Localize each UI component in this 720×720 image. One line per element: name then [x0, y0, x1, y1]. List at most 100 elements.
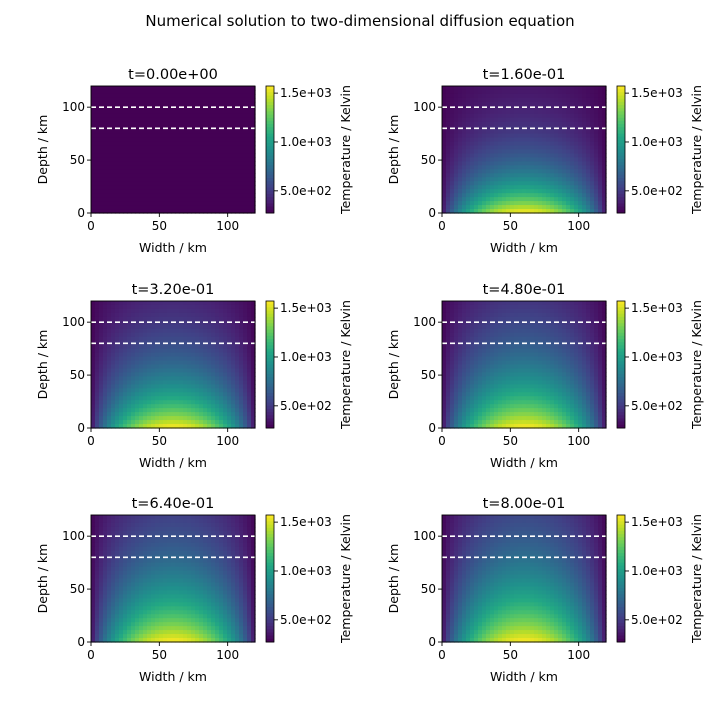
heatmap-cell	[602, 165, 607, 170]
heatmap-cell	[462, 304, 467, 310]
heatmap-cell	[502, 101, 507, 107]
heatmap-cell	[143, 169, 148, 174]
heatmap-cell	[598, 97, 603, 103]
heatmap-cell	[502, 348, 507, 354]
heatmap-cell	[155, 189, 160, 194]
heatmap-cell	[115, 113, 120, 119]
heatmap-cell	[494, 101, 499, 107]
heatmap-cell	[506, 301, 511, 306]
heatmap-cell	[454, 201, 459, 206]
heatmap-cell	[542, 344, 547, 350]
heatmap-cell	[458, 201, 463, 206]
heatmap-cell	[227, 193, 232, 198]
heatmap-cell	[462, 324, 467, 330]
heatmap-cell	[175, 396, 180, 401]
heatmap-cell	[458, 308, 463, 314]
heatmap-cell	[470, 344, 475, 350]
heatmap-cell	[562, 137, 567, 143]
heatmap-cell	[139, 336, 144, 342]
heatmap-cell	[175, 197, 180, 202]
heatmap-cell	[171, 404, 176, 409]
heatmap-cell	[538, 129, 543, 135]
heatmap-cell	[522, 89, 527, 95]
heatmap-cell	[251, 137, 256, 143]
heatmap-cell	[442, 185, 447, 190]
heatmap-cell	[530, 404, 535, 409]
heatmap-cell	[203, 86, 208, 91]
heatmap-cell	[167, 412, 172, 417]
heatmap-cell	[119, 137, 124, 143]
heatmap-cell	[199, 336, 204, 342]
heatmap-cell	[103, 101, 108, 107]
heatmap-cell	[554, 181, 559, 186]
heatmap-cell	[470, 173, 475, 178]
heatmap-cell	[482, 89, 487, 95]
heatmap-cell	[227, 109, 232, 115]
heatmap-cell	[123, 86, 128, 91]
heatmap-cell	[235, 372, 240, 378]
heatmap-cell	[147, 320, 152, 326]
heatmap-cell	[227, 86, 232, 91]
heatmap-cell	[139, 205, 144, 210]
heatmap-cell	[570, 129, 575, 135]
heatmap-cell	[127, 149, 132, 155]
heatmap-cell	[546, 320, 551, 326]
heatmap-cell	[171, 105, 176, 111]
heatmap-cell	[550, 137, 555, 143]
heatmap-cell	[159, 145, 164, 151]
heatmap-cell	[470, 133, 475, 139]
colorbar-tick-label: 1.0e+03	[280, 350, 332, 364]
x-tick-label: 50	[503, 219, 518, 233]
heatmap-cell	[474, 332, 479, 338]
heatmap-cell	[530, 364, 535, 370]
heatmap-cell	[510, 89, 515, 95]
heatmap-cell	[502, 372, 507, 378]
heatmap-cell	[179, 121, 184, 127]
heatmap-cell	[538, 384, 543, 389]
heatmap-cell	[570, 197, 575, 202]
heatmap-cell	[502, 332, 507, 338]
heatmap-cell	[143, 336, 148, 342]
heatmap-cell	[506, 113, 511, 119]
heatmap-cell	[127, 404, 132, 409]
heatmap-cell	[147, 205, 152, 210]
y-axis-label: Depth / km	[386, 115, 401, 185]
heatmap-cell	[582, 153, 587, 159]
heatmap-cell	[494, 368, 499, 374]
heatmap-cell	[486, 97, 491, 103]
heatmap-cell	[454, 169, 459, 174]
heatmap-cell	[450, 205, 455, 210]
heatmap-cell	[243, 380, 248, 385]
heatmap-cell	[115, 173, 120, 178]
heatmap-cell	[442, 157, 447, 163]
heatmap-cell	[550, 125, 555, 131]
heatmap-cell	[498, 101, 503, 107]
heatmap-cell	[598, 181, 603, 186]
heatmap-cell	[498, 86, 503, 91]
heatmap-cell	[474, 177, 479, 182]
heatmap-cell	[466, 141, 471, 147]
heatmap-cell	[111, 344, 116, 350]
heatmap-cell	[490, 133, 495, 139]
heatmap-cell	[163, 193, 168, 198]
heatmap-cell	[454, 145, 459, 151]
heatmap-cell	[574, 97, 579, 103]
heatmap-cell	[251, 328, 256, 334]
heatmap-cell	[518, 177, 523, 182]
heatmap-cell	[598, 161, 603, 166]
heatmap-cell	[482, 97, 487, 103]
heatmap-cell	[99, 129, 104, 135]
heatmap-cell	[446, 197, 451, 202]
heatmap-cell	[111, 197, 116, 202]
heatmap-cell	[502, 376, 507, 381]
heatmap-cell	[534, 153, 539, 159]
heatmap-cell	[546, 157, 551, 163]
heatmap-cell	[239, 89, 244, 95]
heatmap-cell	[155, 396, 160, 401]
heatmap-cell	[550, 93, 555, 99]
heatmap-cell	[462, 376, 467, 381]
colorbar-segment	[617, 120, 625, 125]
heatmap-cell	[187, 157, 192, 163]
heatmap-cell	[494, 89, 499, 95]
heatmap-cell	[454, 360, 459, 366]
